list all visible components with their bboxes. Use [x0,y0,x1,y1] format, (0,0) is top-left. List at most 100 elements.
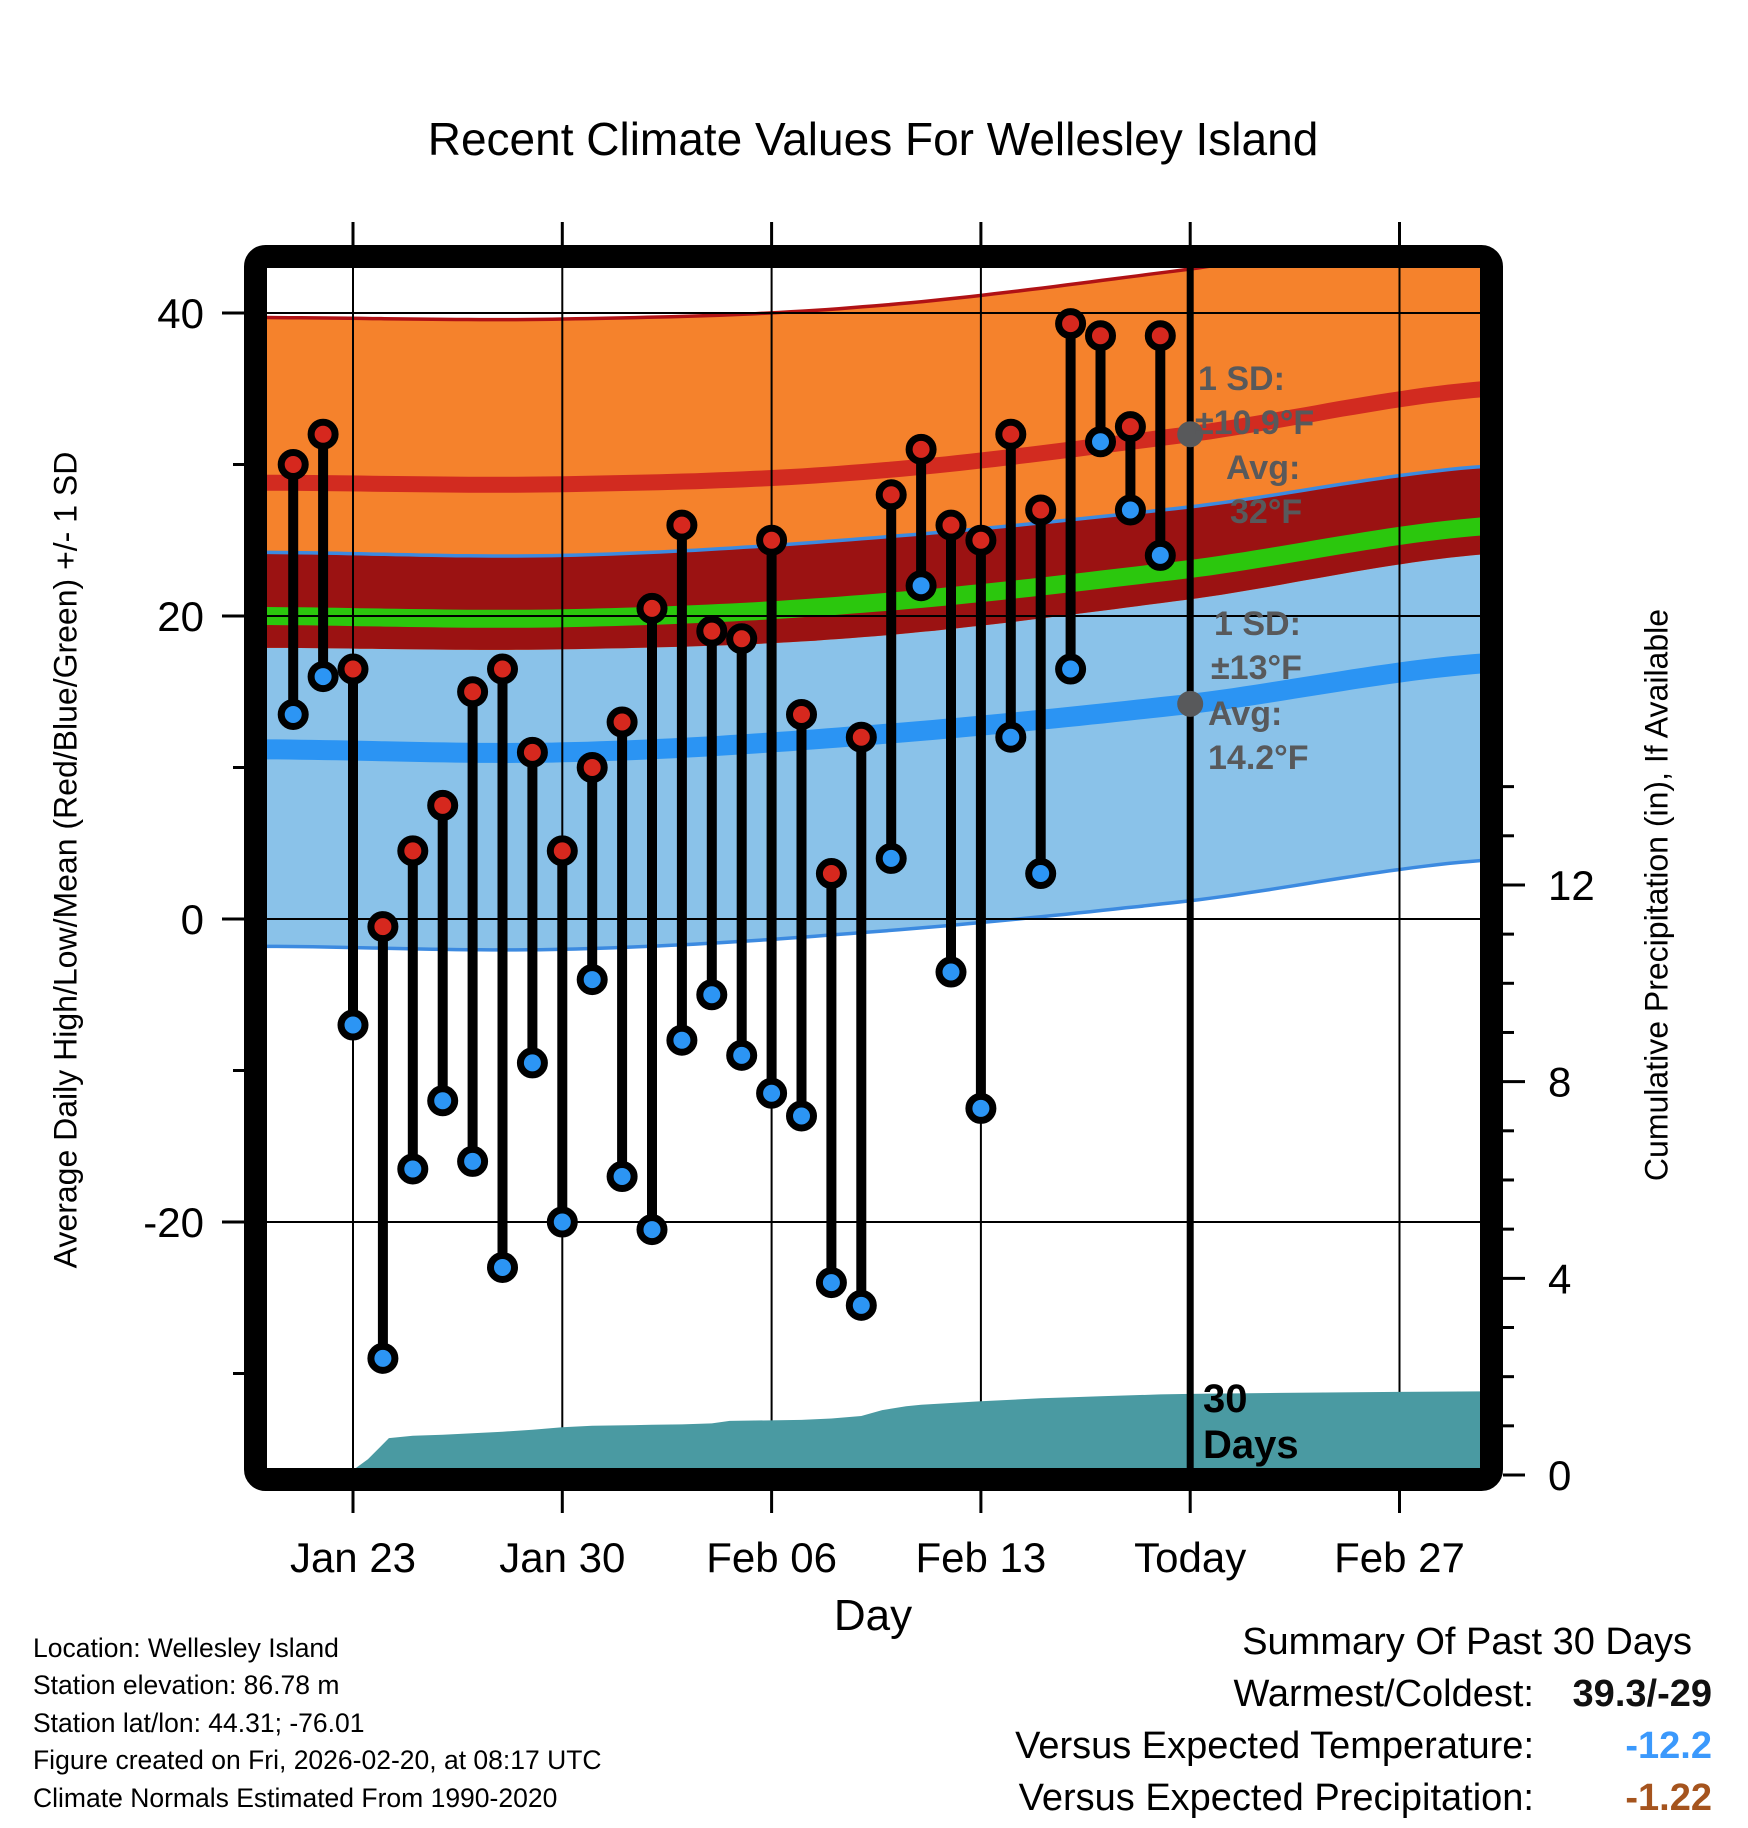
daily-high-dot [696,615,728,647]
summary-value: -12.2 [1625,1725,1712,1767]
daily-high-dot [367,911,399,943]
plot-area [267,268,1480,1468]
precip-area [267,1391,1480,1468]
annotation-high-sd: 1 SD: [1198,360,1285,398]
daily-low-dot [1025,858,1057,890]
daily-high-dot [576,752,608,783]
summary-value: 39.3/-29 [1572,1673,1712,1715]
annotation-high-avg-value: 32°F [1230,493,1302,531]
annotation-precip-days: 30 [1203,1377,1248,1421]
annotation-low-avg-value: 14.2°F [1208,739,1309,777]
avg-low-marker [1177,690,1204,717]
x-tick-label: Feb 13 [916,1534,1047,1581]
summary-label: Versus Expected Temperature: [1015,1725,1534,1767]
daily-low-dot [726,1039,758,1071]
x-tick-label: Today [1134,1534,1246,1581]
daily-high-dot [307,418,339,450]
station-elevation: Station elevation: 86.78 m [33,1670,340,1701]
daily-low-dot [995,721,1027,753]
daily-low-dot [397,1153,429,1185]
daily-low-dot [875,842,907,874]
daily-low-dot [636,1214,668,1246]
summary-label: Versus Expected Precipitation: [1018,1777,1534,1819]
daily-high-dot [815,858,847,890]
daily-high-dot [427,789,459,821]
daily-low-dot [905,570,937,602]
summary-label: Warmest/Coldest: [1233,1673,1534,1715]
y-right-tick-label: 8 [1548,1059,1571,1106]
y-left-tick-label: -20 [143,1199,204,1246]
y-axis-right-label: Cumulative Precipitation (in), If Availa… [1638,608,1675,1182]
daily-low-dot [1085,426,1116,458]
daily-low-dot [965,1092,997,1124]
annotation-low-sd-value: ±13°F [1211,649,1302,687]
annotation-precip-days: Days [1203,1423,1299,1467]
daily-high-dot [666,509,698,541]
daily-high-dot [487,653,518,685]
annotation-low-avg: Avg: [1208,695,1282,733]
daily-low-dot [576,964,608,996]
daily-low-dot [546,1206,578,1238]
avg-high-line [267,381,1480,493]
y-left-tick-label: 20 [157,593,204,640]
y-right-tick-label: 0 [1548,1452,1571,1499]
high-band-top-edge [267,268,1210,322]
page-title: Recent Climate Values For Wellesley Isla… [427,113,1319,165]
daily-high-dot [606,706,638,738]
daily-low-dot [696,979,728,1011]
x-axis-label: Day [833,1591,913,1640]
daily-high-dot [786,698,817,730]
y-axis-left-label: Average Daily High/Low/Mean (Red/Blue/Gr… [47,451,84,1269]
x-tick-label: Jan 30 [499,1534,625,1581]
x-tick-label: Feb 06 [706,1534,837,1581]
daily-high-dot [277,449,309,480]
low-band-top-edge [267,464,1480,558]
summary-panel: Summary Of Past 30 Days Warmest/Coldest:… [852,1621,1712,1828]
overlap-band [267,466,1480,650]
daily-low-dot [427,1085,459,1117]
daily-low-dot [786,1100,817,1132]
daily-high-dot [756,524,788,556]
daily-high-dot [337,653,369,685]
station-metadata: Location: Wellesley Island Station eleva… [33,1630,602,1817]
annotation-low-sd: 1 SD: [1214,605,1301,643]
y-left-tick-label: 40 [157,290,204,337]
x-tick-label: Jan 23 [290,1534,416,1581]
climate-normals-note: Climate Normals Estimated From 1990-2020 [33,1782,558,1813]
daily-low-dot [307,661,339,693]
y-left-tick-label: 0 [181,896,204,943]
summary-title: Summary Of Past 30 Days [1242,1621,1692,1663]
daily-low-dot [457,1145,489,1177]
annotation-high-avg: Avg: [1226,449,1300,487]
daily-low-dot [756,1077,788,1109]
station-latlon: Station lat/lon: 44.31; -76.01 [33,1707,365,1738]
summary-row-vs-precipitation: Versus Expected Precipitation: -1.22 [852,1777,1712,1828]
daily-low-dot [516,1047,548,1079]
daily-high-dot [1085,320,1116,352]
daily-low-dot [1144,539,1176,571]
y-right-tick-label: 4 [1548,1255,1571,1302]
y-right-tick-label: 12 [1548,862,1595,909]
annotation-high-sd-value: ±10.9°F [1195,404,1314,442]
mean-line [267,517,1480,628]
x-tick-label: Feb 27 [1334,1534,1465,1581]
daily-high-dot [845,721,877,753]
daily-high-dot [1144,320,1176,352]
summary-row-vs-temperature: Versus Expected Temperature: -12.2 [852,1725,1712,1777]
daily-high-dot [935,509,967,541]
daily-high-dot [1114,411,1146,443]
daily-low-dot [487,1251,518,1283]
daily-low-dot [666,1024,698,1056]
daily-low-dot [815,1267,847,1299]
daily-high-dot [726,623,758,655]
daily-low-dot [337,1009,369,1041]
avg-high-marker [1177,421,1204,448]
summary-value: -1.22 [1625,1777,1712,1819]
plot-border [244,245,1503,1491]
daily-high-dot [905,433,937,465]
daily-high-dot [546,835,578,867]
daily-high-dot [457,676,489,708]
daily-low-dot [606,1161,638,1193]
